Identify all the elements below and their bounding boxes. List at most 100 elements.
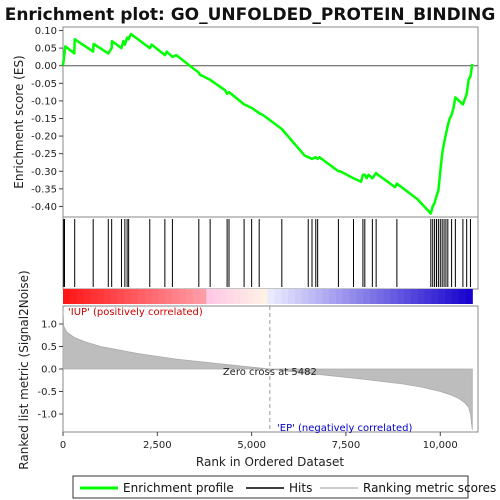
legend: Enrichment profile Hits Ranking metric s… [72,475,496,499]
metric-y-tick-label: 0.0 [41,365,57,376]
color-bar-segment [83,289,91,304]
color-bar-segment [390,289,398,304]
legend-enrichment-label: Enrichment profile [123,481,234,495]
color-bar-segment [90,289,98,304]
metric-x-tick-label: 5,000 [237,440,266,451]
metric-x-axis-title: Rank in Ordered Dataset [196,455,344,469]
color-bar-segment [288,289,296,304]
color-bar-segment [301,289,310,304]
es-y-tick-label: -0.25 [31,149,57,160]
color-bar-segment [192,289,200,304]
metric-y-tick-label: -1.0 [37,410,57,421]
color-bar-segment [260,289,269,304]
color-bar-segment [329,289,337,304]
color-bar-segment [404,289,412,304]
metric-x-tick-label: 10,000 [423,440,458,451]
color-bar-segment [247,289,255,304]
legend-metric-label: Ranking metric scores [363,481,496,495]
metric-y-tick-label: 0.5 [41,342,57,353]
color-bar-segment [158,289,166,304]
color-bar-segment [349,289,357,304]
color-bar-segment [206,289,214,304]
es-y-tick-label: -0.05 [31,79,57,90]
color-bar-segment [165,289,173,304]
legend-hits-label: Hits [289,481,312,495]
metric-x-tick-label: 7,500 [332,440,361,451]
color-bar-segment [335,289,344,304]
metric-x-tick-label: 0 [60,440,66,451]
enrichment-profile-line [61,32,474,215]
ranking-metric-fill [62,310,473,430]
color-bar-segment [294,289,303,304]
color-bar-segment [383,289,391,304]
color-bar-segment [226,289,235,304]
color-bar-segment [451,289,460,304]
color-bar-segment [69,289,78,304]
color-bar-segment [219,289,228,304]
zero-cross-label: Zero cross at 5482 [223,367,317,378]
es-y-tick-label: -0.40 [31,202,57,213]
ranking-metric-area [62,310,473,430]
color-bar-segment [254,289,262,304]
color-bar-segment [458,289,467,304]
es-y-tick-label: 0.10 [35,26,57,37]
color-bar-segment [233,289,241,304]
metric-y-axis-title: Ranked list metric (Signal2Noise) [17,270,31,469]
color-bar-segment [131,289,139,304]
color-bar-segment [76,289,84,304]
metric-y-tick-label: 1.0 [41,320,57,331]
color-bar-segment [117,289,125,304]
color-bar-segment [465,289,473,304]
color-bar-segment [342,289,351,304]
es-y-tick-label: -0.20 [31,132,57,143]
es-y-tick-label: -0.10 [31,96,57,107]
es-y-tick-label: -0.35 [31,184,57,195]
color-bar-segment [213,289,221,304]
metric-x-tick-label: 2,500 [143,440,172,451]
color-bar-segment [110,289,119,304]
negative-correlation-label: 'EP' (negatively correlated) [277,423,412,434]
es-y-tick-label: 0.00 [35,61,57,72]
color-bar-segment [172,289,180,304]
chart-title: Enrichment plot: GO_UNFOLDED_PROTEIN_BIN… [5,5,496,25]
metric-x-axis: 0 2,500 5,000 7,500 10,000 [60,432,458,451]
color-bar-segment [397,289,405,304]
color-bar-segment [178,289,187,304]
hits-panel-frame [62,216,479,290]
es-y-axis: 0.10 0.05 0.00 -0.05 -0.10 -0.15 -0.20 -0.25 -0.… [31,26,63,213]
color-bar-segment [267,289,275,304]
rank-color-bar [63,289,473,304]
color-bar-segment [363,289,371,304]
hits-ticks [63,219,471,287]
es-y-axis-title: Enrichment score (ES) [12,55,26,188]
metric-y-axis: 1.0 0.5 0.0 -0.5 -1.0 [37,320,63,421]
color-bar-segment [185,289,194,304]
color-bar-segment [322,289,330,304]
color-bar-segment [151,289,160,304]
color-bar-segment [370,289,378,304]
color-bar-segment [144,289,153,304]
color-bar-segment [376,289,385,304]
legend-box [72,475,469,499]
color-bar-segment [103,289,112,304]
color-bar-segment [281,289,289,304]
color-bar-segment [138,289,146,304]
color-bar-segment [240,289,248,304]
color-bar-segment [199,289,207,304]
color-bar-segment [410,289,419,304]
color-bar-segment [424,289,432,304]
color-bar-segment [124,289,132,304]
es-y-tick-label: -0.30 [31,167,57,178]
positive-correlation-label: 'IUP' (positively correlated) [68,307,203,318]
metric-y-tick-label: -0.5 [37,387,57,398]
es-y-tick-label: -0.15 [31,114,57,125]
color-bar-segment [315,289,323,304]
color-bar-segment [63,289,71,304]
color-bar-segment [97,289,105,304]
color-bar-segment [445,289,453,304]
color-bar-segment [438,289,446,304]
color-bar-segment [431,289,439,304]
color-bar-segment [417,289,426,304]
color-bar-segment [308,289,316,304]
